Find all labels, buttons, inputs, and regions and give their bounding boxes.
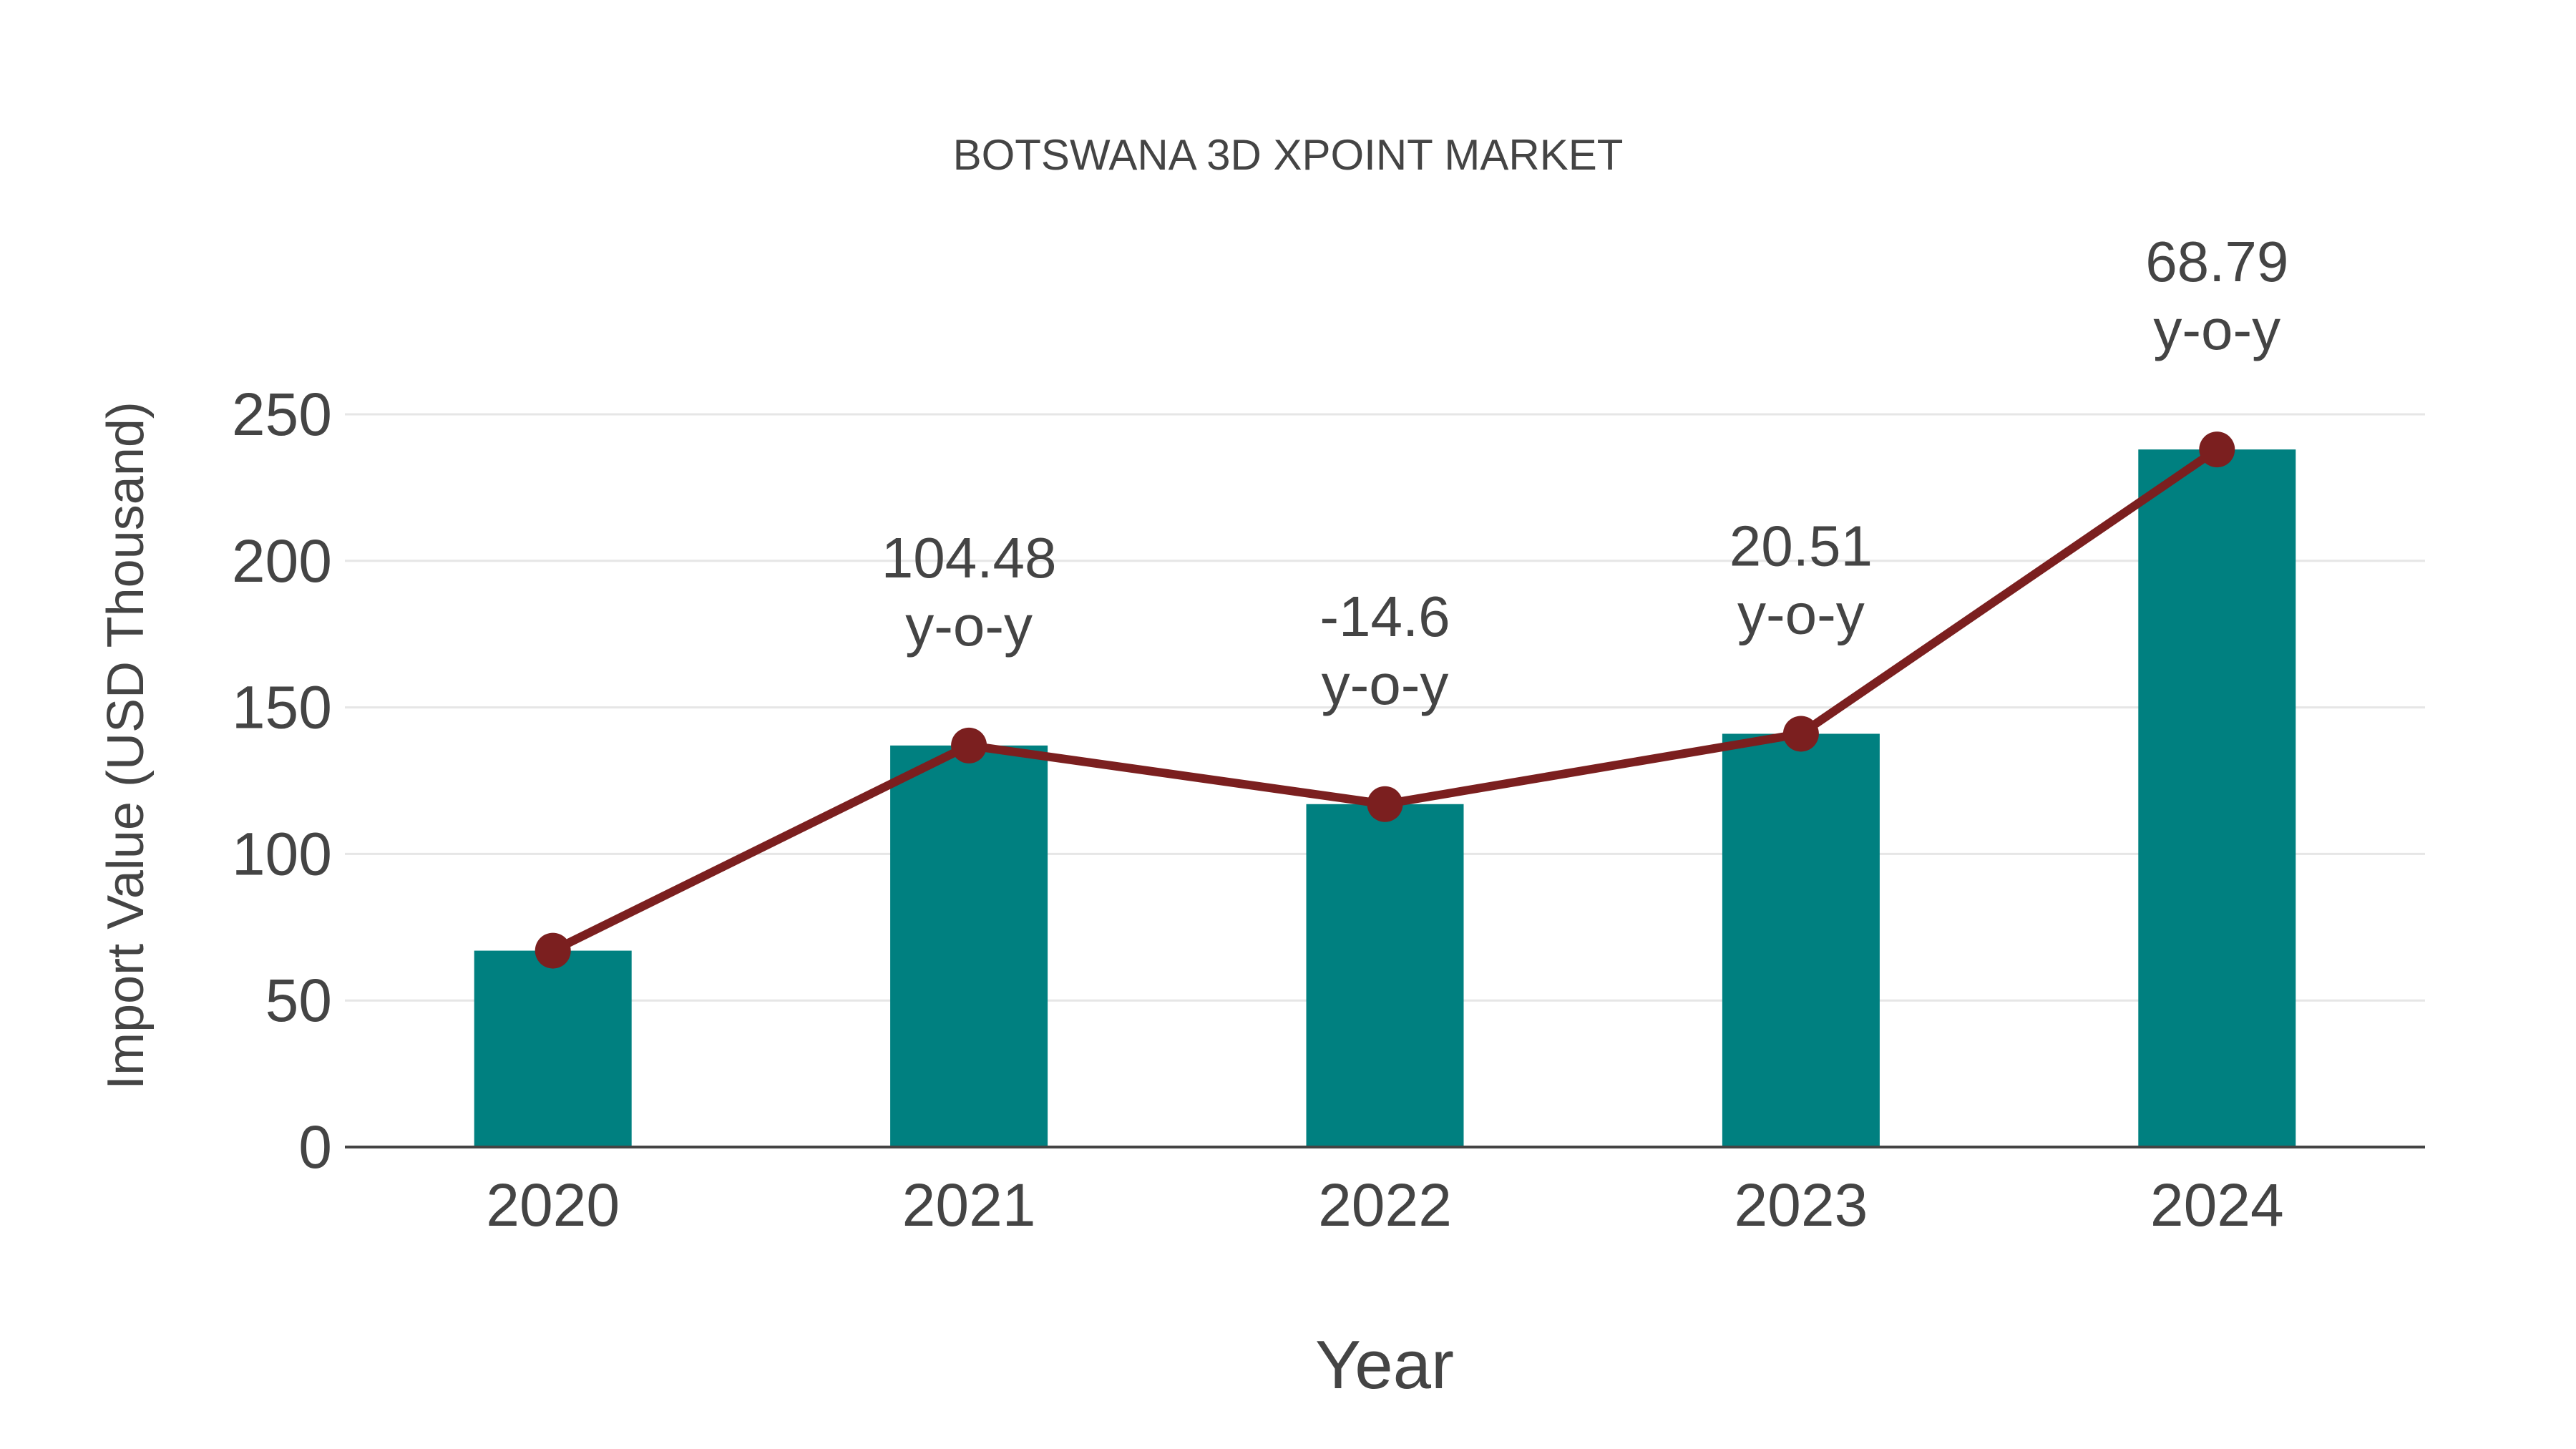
trend-marker xyxy=(1367,786,1403,822)
yoy-suffix: y-o-y xyxy=(905,594,1033,658)
bar-2020 xyxy=(474,950,632,1147)
y-axis-title: Import Value (USD Thousand) xyxy=(97,401,155,1090)
trend-marker xyxy=(2199,431,2235,468)
yoy-suffix: y-o-y xyxy=(1737,582,1865,645)
trend-marker xyxy=(1782,716,1819,752)
bar-2023 xyxy=(1722,733,1880,1147)
y-tick-label: 100 xyxy=(232,820,332,887)
yoy-value: 20.51 xyxy=(1729,514,1873,577)
y-tick-label: 200 xyxy=(232,527,332,595)
bar-2022 xyxy=(1306,804,1464,1147)
x-tick-label: 2023 xyxy=(1734,1171,1868,1239)
bar-series xyxy=(474,449,2296,1147)
yoy-suffix: y-o-y xyxy=(1322,653,1449,716)
yoy-suffix: y-o-y xyxy=(2153,298,2280,361)
y-axis-ticks: 0 50 100 150 200 250 xyxy=(232,381,332,1181)
x-tick-label: 2022 xyxy=(1318,1171,1452,1239)
y-tick-label: 250 xyxy=(232,381,332,448)
y-tick-label: 150 xyxy=(232,674,332,741)
yoy-value: -14.6 xyxy=(1319,585,1450,648)
trend-marker xyxy=(535,932,571,969)
yoy-annotations: 104.48y-o-y -14.6y-o-y20.51y-o-y68.79y-o-… xyxy=(882,230,2289,716)
yoy-value: 68.79 xyxy=(2145,230,2288,293)
y-tick-label: 0 xyxy=(298,1113,332,1181)
trend-line-series xyxy=(535,431,2235,969)
trend-marker xyxy=(951,727,987,763)
x-axis-title: Year xyxy=(1315,1327,1454,1403)
x-tick-label: 2020 xyxy=(486,1171,620,1239)
gridlines xyxy=(345,413,2425,1002)
chart-title: BOTSWANA 3D XPOINT MARKET xyxy=(953,131,1624,179)
bar-2021 xyxy=(890,745,1048,1147)
y-tick-label: 50 xyxy=(265,967,332,1034)
bar-2024 xyxy=(2138,449,2296,1147)
yoy-value: 104.48 xyxy=(882,526,1057,590)
x-tick-label: 2021 xyxy=(902,1171,1036,1239)
x-tick-label: 2024 xyxy=(2150,1171,2284,1239)
x-axis-ticks: 2020 2021 2022 2023 2024 xyxy=(486,1171,2283,1239)
